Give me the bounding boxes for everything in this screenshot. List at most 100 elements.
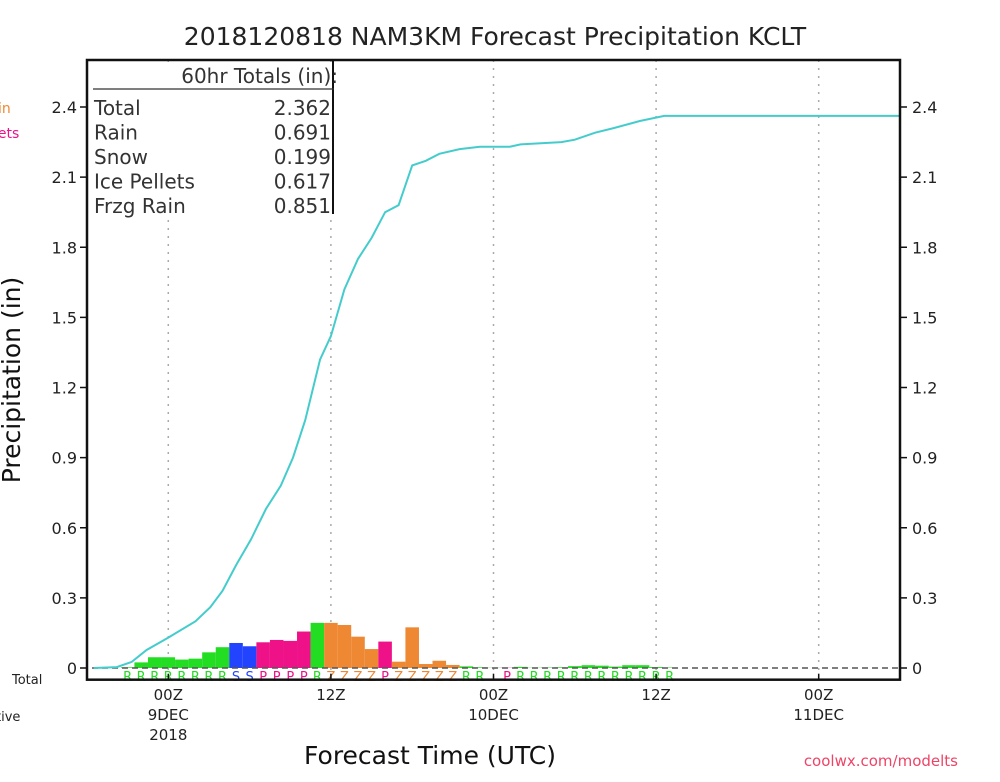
hourly-bar [188, 658, 203, 668]
precip-type-letter: R [150, 670, 159, 685]
precip-type-letter: P [259, 670, 267, 685]
precip-type-letter: R [123, 670, 132, 685]
chart-title: 2018120818 NAM3KM Forecast Precipitation… [184, 22, 807, 51]
y-tick-label-left: 2.1 [52, 168, 77, 187]
hourly-bar [513, 666, 528, 668]
hourly-bar [134, 662, 148, 668]
hourly-bar [256, 642, 270, 668]
hourly-bar [202, 652, 216, 668]
precip-type-letter: P [300, 670, 308, 685]
hourly-bar [242, 646, 257, 668]
x-tick-date: 9DEC [148, 706, 189, 724]
credit-text: coolwx.com/modelts [804, 752, 958, 770]
y-tick-label-right: 2.4 [912, 98, 937, 117]
totals-box-background [89, 62, 334, 214]
cumulative-total-line [93, 114, 900, 669]
hourly-bar [554, 667, 569, 668]
y-tick-label-right: 1.2 [912, 379, 937, 398]
totals-row-value: 0.199 [274, 145, 331, 169]
totals-row-value: 0.851 [274, 194, 331, 218]
precip-type-letters: RRRRRRRRSSPPPPRZZZZPZZZZZRRPRRRRRRRRRRRR [123, 670, 674, 685]
legend-cumulative-fragment: tive [0, 710, 20, 725]
hourly-bar [283, 640, 298, 668]
hourly-bar [446, 664, 460, 668]
precip-type-letter: Z [448, 670, 457, 685]
y-tick-label-left: 1.2 [52, 379, 77, 398]
precip-type-letter: R [597, 670, 606, 685]
precip-type-letter: R [516, 670, 525, 685]
hourly-bar [405, 627, 419, 668]
x-tick-label: 12Z [641, 686, 670, 704]
x-tick-date: 11DEC [793, 706, 844, 724]
legend-total-fragment: Total [11, 673, 42, 688]
y-tick-label-right: 0.9 [912, 449, 937, 468]
precip-type-letter: Z [394, 670, 403, 685]
precip-type-letter: R [557, 670, 566, 685]
y-tick-label-right: 1.5 [912, 308, 937, 327]
precip-type-letter: Z [340, 670, 349, 685]
precip-type-letter: R [584, 670, 593, 685]
hourly-bar [175, 659, 189, 668]
precip-type-letter: S [245, 670, 253, 685]
hourly-bar [147, 657, 162, 668]
precip-type-letter: Z [367, 670, 376, 685]
hourly-bar [378, 641, 392, 668]
precip-type-letter: R [218, 670, 227, 685]
precip-type-letter: P [381, 670, 389, 685]
legend-ice-pellets-fragment: lets [0, 126, 19, 142]
y-tick-label-left: 1.8 [52, 238, 77, 257]
hourly-bar [269, 639, 284, 668]
x-tick-label: 00Z [154, 686, 183, 704]
y-tick-label-left: 0.9 [52, 449, 77, 468]
y-tick-label-left: 0.3 [52, 589, 77, 608]
totals-row-label: Ice Pellets [94, 170, 195, 194]
totals-row-label: Snow [94, 145, 148, 169]
totals-title: 60hr Totals (in): [181, 64, 338, 88]
precip-type-letter: R [543, 670, 552, 685]
y-tick-label-left: 0 [67, 659, 77, 678]
hourly-bar [310, 622, 325, 668]
hourly-bar [324, 622, 338, 668]
precip-type-letter: R [638, 670, 647, 685]
hourly-bar [351, 636, 365, 668]
hourly-bar [581, 665, 596, 668]
precip-type-letter: R [624, 670, 633, 685]
precip-type-letter: R [137, 670, 146, 685]
hourly-bar [418, 664, 433, 668]
precip-type-letter: R [530, 670, 539, 685]
axes: 00Z 9DEC 2018 12Z 00Z 10DEC 12Z 00Z 11DEC 0 0 0.3 0.… [52, 98, 938, 744]
x-tick-label: 00Z [479, 686, 508, 704]
hourly-bar [459, 666, 474, 668]
hourly-bar [635, 665, 650, 668]
precip-type-letter: P [286, 670, 294, 685]
hourly-bar [432, 660, 447, 668]
precip-type-letter: R [462, 670, 471, 685]
y-tick-label-left: 0.6 [52, 519, 77, 538]
legend-frzg-rain-fragment: in [0, 101, 11, 117]
totals-row-value: 2.362 [274, 96, 331, 120]
y-tick-label-right: 0.3 [912, 589, 937, 608]
precip-type-letter: S [232, 670, 240, 685]
y-tick-label-left: 1.5 [52, 308, 77, 327]
y-tick-label-right: 0.6 [912, 519, 937, 538]
hourly-bar [595, 665, 609, 668]
totals-row-value: 0.617 [274, 170, 331, 194]
hourly-bar [391, 661, 406, 668]
hourly-bar [215, 647, 230, 668]
hourly-bar [297, 631, 311, 668]
precip-type-letter: P [503, 670, 511, 685]
precip-type-letter: R [204, 670, 213, 685]
precip-type-letter: P [273, 670, 281, 685]
hourly-bars [120, 622, 677, 668]
precip-type-letter: Z [354, 670, 363, 685]
precip-type-letter: R [475, 670, 484, 685]
totals-row-value: 0.691 [274, 121, 331, 145]
hourly-bar [622, 665, 636, 668]
x-tick-date: 10DEC [468, 706, 519, 724]
precip-type-letter: R [570, 670, 579, 685]
totals-row-label: Rain [94, 121, 138, 145]
x-axis-label: Forecast Time (UTC) [304, 741, 556, 770]
precip-type-letter: Z [421, 670, 430, 685]
hourly-bar [364, 649, 379, 668]
precip-type-letter: R [191, 670, 200, 685]
